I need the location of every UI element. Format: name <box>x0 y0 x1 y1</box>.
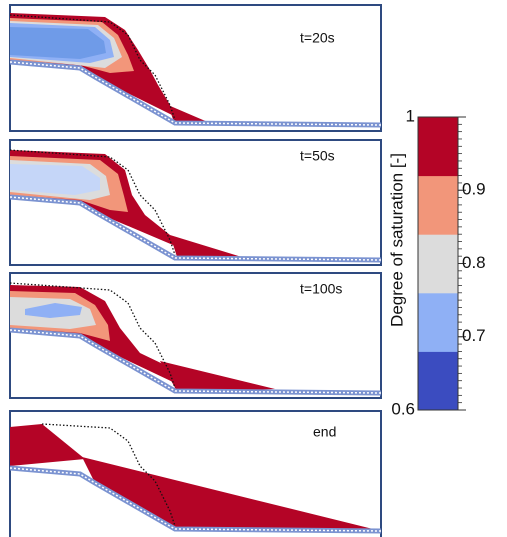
colorbar-band <box>418 234 458 294</box>
panel-label: end <box>313 424 336 440</box>
colorbar-tick-label: 0.9 <box>462 180 486 199</box>
colorbar-band <box>418 117 458 177</box>
colorbar-band <box>418 175 458 235</box>
panel: t=50s <box>9 139 382 266</box>
colorbar-tick-label: 0.6 <box>391 399 415 418</box>
colorbar-band <box>418 292 458 352</box>
panel-label: t=20s <box>300 30 335 46</box>
colorbar-band <box>418 351 458 411</box>
colorbar-tick-label: 0.7 <box>462 326 486 345</box>
panel: end <box>9 410 382 537</box>
colorbar-tick-label: 1 <box>406 106 415 125</box>
colorbar-label: Degree of saturation [-] <box>387 153 406 327</box>
panel-label: t=50s <box>300 148 335 164</box>
panel: t=20s <box>9 4 382 132</box>
panel-label: t=100s <box>300 281 342 297</box>
colorbar-tick-label: 0.8 <box>462 253 486 272</box>
panel: t=100s <box>9 272 382 399</box>
